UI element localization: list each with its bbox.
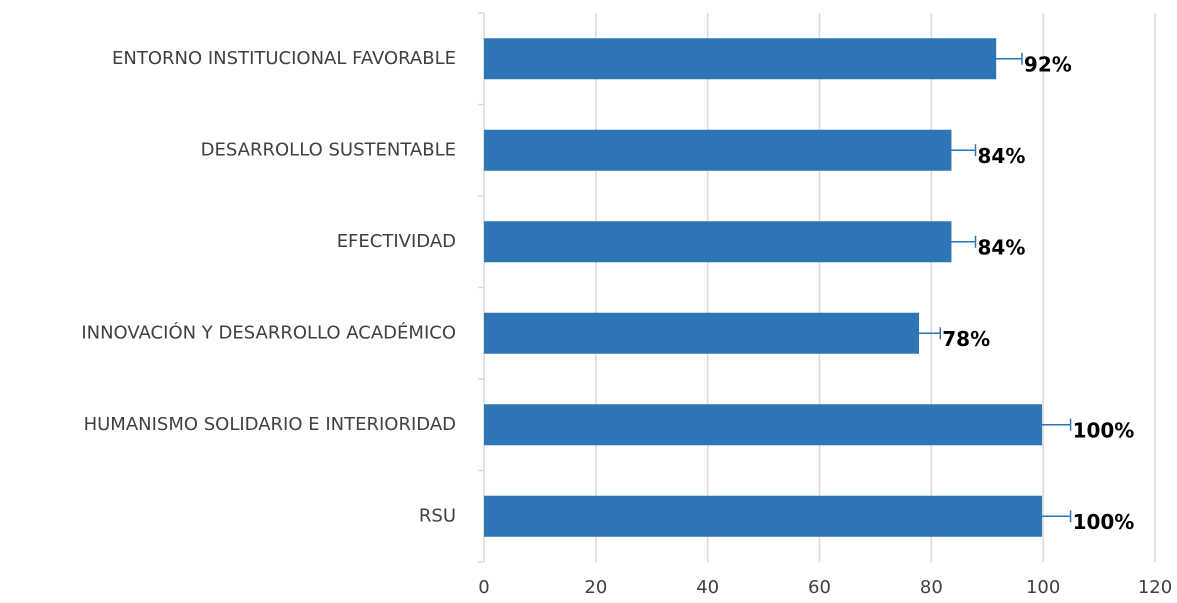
value-label: 92% bbox=[1024, 52, 1072, 76]
category-label: RSU bbox=[419, 505, 456, 526]
category-label: ENTORNO INSTITUCIONAL FAVORABLE bbox=[112, 48, 456, 69]
bar bbox=[484, 38, 997, 80]
error-bar bbox=[926, 235, 977, 248]
value-label: 100% bbox=[1073, 418, 1135, 442]
value-label: 100% bbox=[1073, 510, 1135, 534]
error-bar bbox=[969, 52, 1023, 65]
bar bbox=[484, 221, 952, 263]
error-bar bbox=[926, 144, 977, 157]
x-tick-label: 40 bbox=[696, 577, 719, 598]
bar bbox=[484, 129, 952, 171]
error-bar bbox=[1012, 418, 1072, 431]
x-tick-label: 100 bbox=[1026, 577, 1060, 598]
bar bbox=[484, 312, 920, 354]
category-label: INNOVACIÓN Y DESARROLLO ACADÉMICO bbox=[81, 321, 456, 343]
value-label: 84% bbox=[978, 235, 1026, 259]
x-tick-label: 0 bbox=[478, 577, 489, 598]
x-tick-label: 80 bbox=[920, 577, 943, 598]
value-label: 84% bbox=[978, 144, 1026, 168]
x-tick-label: 20 bbox=[584, 577, 607, 598]
error-bar bbox=[897, 327, 942, 340]
x-tick-label: 60 bbox=[808, 577, 831, 598]
x-tick-label: 120 bbox=[1138, 577, 1172, 598]
bar bbox=[484, 404, 1043, 446]
category-label: DESARROLLO SUSTENTABLE bbox=[201, 139, 456, 160]
category-label: HUMANISMO SOLIDARIO E INTERIORIDAD bbox=[84, 414, 456, 435]
error-bar bbox=[1012, 510, 1072, 523]
bar bbox=[484, 495, 1043, 537]
category-label: EFECTIVIDAD bbox=[337, 231, 456, 252]
value-label: 78% bbox=[942, 327, 990, 351]
